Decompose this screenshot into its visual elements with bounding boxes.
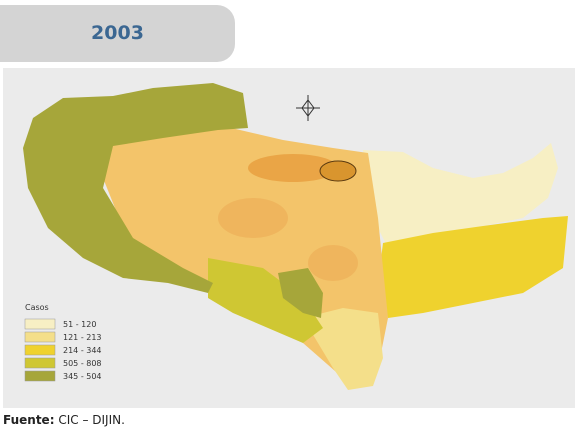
legend-label: 51 - 120 xyxy=(63,320,96,329)
legend-label: 345 - 504 xyxy=(63,372,102,381)
source-text: CIC – DIJIN. xyxy=(58,413,125,427)
region-east xyxy=(363,143,558,248)
hotspot xyxy=(308,245,358,281)
hotspot xyxy=(218,198,288,238)
legend-label: 214 - 344 xyxy=(63,346,102,355)
hotspot xyxy=(248,154,338,182)
legend-swatch xyxy=(24,331,56,343)
legend-swatch xyxy=(24,357,56,369)
year-tab: 2003 xyxy=(0,5,235,62)
legend-swatch xyxy=(24,370,56,382)
legend-swatch xyxy=(24,318,56,330)
legend: Casos 51 - 120 121 - 213 214 - 344 505 - 80… xyxy=(24,303,102,382)
map: Casos 51 - 120 121 - 213 214 - 344 505 - 80… xyxy=(23,83,568,390)
region-south xyxy=(303,308,383,390)
region-southeast xyxy=(378,216,568,318)
region-southwest xyxy=(208,258,323,343)
legend-label: 505 - 808 xyxy=(63,359,102,368)
region-olive-south xyxy=(278,268,323,318)
legend-title: Casos xyxy=(25,303,49,312)
year-title: 2003 xyxy=(91,22,144,44)
source-note: Fuente: CIC – DIJIN. xyxy=(3,413,125,427)
legend-label: 121 - 213 xyxy=(63,333,102,342)
hotspot xyxy=(319,160,357,182)
compass xyxy=(296,95,320,121)
legend-swatch xyxy=(24,344,56,356)
map-panel: Casos 51 - 120 121 - 213 214 - 344 505 - 80… xyxy=(3,68,575,408)
region-west xyxy=(23,83,248,293)
source-label: Fuente: xyxy=(3,413,55,427)
